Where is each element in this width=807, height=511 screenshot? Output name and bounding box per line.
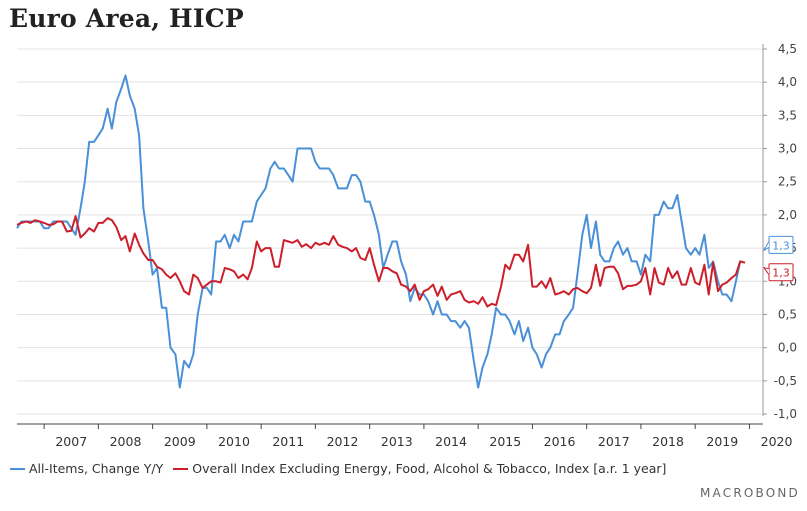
series-lines bbox=[16, 74, 746, 389]
x-tick-label: 2009 bbox=[164, 434, 196, 449]
y-tick-label: -0,5 bbox=[774, 374, 797, 388]
end-label-core-index: 1,3 bbox=[762, 263, 794, 282]
end-label-pointer bbox=[762, 241, 770, 252]
x-tick-label: 2013 bbox=[381, 434, 413, 449]
y-tick-label: 4,0 bbox=[778, 75, 797, 89]
end-label-pointer bbox=[762, 266, 770, 275]
x-tick-label: 2007 bbox=[55, 434, 87, 449]
y-tick-label: 0,5 bbox=[778, 307, 797, 321]
grid-lines bbox=[17, 48, 763, 415]
legend-label-all-items: All-Items, Change Y/Y bbox=[29, 461, 164, 476]
end-labels: 1,3 1,3 bbox=[762, 235, 794, 282]
y-tick-label: 4,5 bbox=[778, 42, 797, 56]
series-line-all-items bbox=[16, 74, 742, 389]
end-label-all-items: 1,3 bbox=[762, 235, 794, 254]
y-tick-label: 3,5 bbox=[778, 108, 797, 122]
x-tick-label: 2012 bbox=[327, 434, 359, 449]
legend-item-core-index: Overall Index Excluding Energy, Food, Al… bbox=[173, 461, 666, 476]
y-tick-label: 3,0 bbox=[778, 142, 797, 156]
y-tick-label: -1,0 bbox=[774, 407, 797, 421]
legend-item-all-items: All-Items, Change Y/Y bbox=[10, 461, 163, 476]
legend: All-Items, Change Y/Y Overall Index Excl… bbox=[10, 461, 676, 476]
series-line-core-index bbox=[16, 215, 746, 308]
end-label-value: 1,3 bbox=[772, 239, 790, 252]
brand-logo-text: MACROBOND bbox=[700, 486, 800, 500]
x-tick-label: 2011 bbox=[272, 434, 304, 449]
x-tick-label: 2019 bbox=[706, 434, 738, 449]
legend-swatch-blue bbox=[10, 467, 25, 470]
legend-label-core-index: Overall Index Excluding Energy, Food, Al… bbox=[192, 461, 667, 476]
x-tick-label: 2018 bbox=[652, 434, 684, 449]
legend-swatch-red bbox=[173, 467, 189, 470]
y-tick-label: 2,5 bbox=[778, 175, 797, 189]
chart-title: Euro Area, HICP bbox=[9, 4, 244, 33]
x-tick-label: 2014 bbox=[435, 434, 467, 449]
x-tick-label: 2010 bbox=[218, 434, 250, 449]
y-tick-label: 0,0 bbox=[778, 341, 797, 355]
x-tick-label: 2008 bbox=[110, 434, 142, 449]
x-tick-label: 2017 bbox=[598, 434, 630, 449]
end-label-value: 1,3 bbox=[772, 267, 790, 280]
x-tick-label: 2016 bbox=[544, 434, 576, 449]
x-tick-label: 2020 bbox=[761, 434, 793, 449]
y-tick-label: 2,0 bbox=[778, 208, 797, 222]
x-axis: 2007 2008 2009 2010 2011 2012 2013 2014 2015 2016… bbox=[17, 423, 793, 449]
x-tick-label: 2015 bbox=[489, 434, 521, 449]
y-axis: 4,54,03,53,02,52,01,51,00,50,0-0,5-1,0 bbox=[762, 42, 797, 421]
